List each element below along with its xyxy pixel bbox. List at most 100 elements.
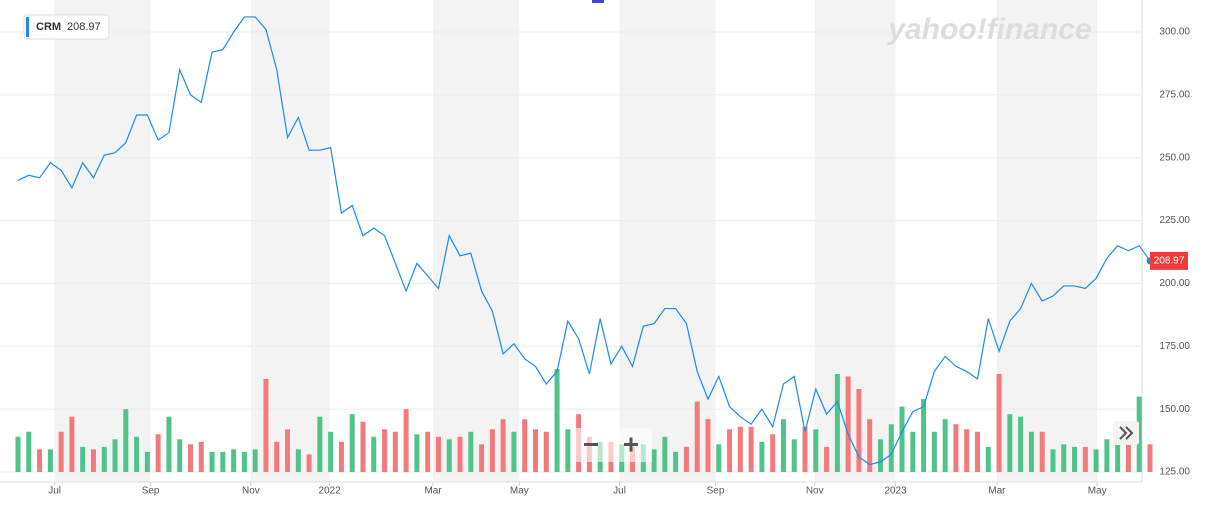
x-tick-label: 2023	[884, 486, 907, 497]
volume-bar	[69, 416, 75, 472]
y-tick-label: 150.00	[1159, 404, 1190, 415]
y-tick-label: 175.00	[1159, 341, 1190, 352]
x-tick-label: Mar	[424, 486, 442, 497]
volume-bar	[1136, 396, 1142, 472]
symbol: CRM	[36, 21, 61, 33]
x-tick-label: Sep	[707, 486, 725, 497]
volume-bar	[338, 441, 344, 472]
volume-bar	[285, 429, 291, 472]
volume-bar	[457, 436, 463, 472]
volume-bar	[382, 429, 388, 472]
volume-bar	[543, 431, 549, 472]
volume-bar	[1147, 444, 1153, 472]
volume-bar	[101, 446, 107, 472]
x-tick-label: Jul	[48, 486, 61, 497]
y-tick-label: 225.00	[1159, 215, 1190, 226]
y-tick-label: 200.00	[1159, 278, 1190, 289]
price-tag-label: 208.97	[1154, 256, 1185, 267]
volume-bar	[425, 431, 431, 472]
volume-bar	[996, 373, 1002, 472]
volume-bar	[737, 426, 743, 472]
band	[996, 0, 1098, 482]
volume-bar	[1115, 441, 1121, 472]
top-marker	[592, 0, 604, 3]
volume-bar	[716, 444, 722, 472]
volume-bar	[683, 446, 689, 472]
volume-bar	[770, 434, 776, 472]
volume-bar	[824, 446, 830, 472]
volume-bar	[813, 429, 819, 472]
volume-bar	[522, 419, 528, 472]
volume-bar	[1104, 439, 1110, 472]
volume-bar	[791, 439, 797, 472]
volume-bar	[921, 399, 927, 472]
volume-bar	[727, 429, 733, 472]
price-line	[17, 16, 1151, 466]
band	[814, 0, 896, 482]
volume-bar	[834, 373, 840, 472]
band	[250, 0, 330, 482]
volume-bar	[435, 436, 441, 472]
volume-bar	[198, 441, 204, 472]
band	[619, 0, 716, 482]
volume-bar	[360, 421, 366, 472]
y-tick-label: 125.00	[1159, 467, 1190, 478]
volume-bar	[1018, 416, 1024, 472]
price-tag	[1150, 251, 1188, 270]
volume-bar	[231, 449, 237, 472]
volume-bar	[877, 439, 883, 472]
volume-bar	[263, 378, 269, 472]
volume-bar	[910, 431, 916, 472]
volume-bar	[856, 389, 862, 472]
volume-bar	[662, 436, 668, 472]
volume-bar	[1061, 444, 1067, 472]
volume-bar	[252, 449, 258, 472]
volume-bar	[1039, 431, 1045, 472]
volume-bar	[867, 419, 873, 472]
volume-bar	[468, 431, 474, 472]
volume-bar	[295, 449, 301, 472]
volume-bar	[446, 439, 452, 472]
volume-bar	[1050, 449, 1056, 472]
x-tick-label: Sep	[142, 486, 160, 497]
volume-bar	[705, 419, 711, 472]
volume-bar	[90, 449, 96, 472]
volume-bar	[532, 429, 538, 472]
volume-bar	[899, 406, 905, 472]
volume-bar	[759, 441, 765, 472]
volume-bar	[953, 424, 959, 472]
volume-bar	[1093, 449, 1099, 472]
volume-bar	[144, 451, 150, 472]
volume-bar	[134, 436, 140, 472]
volume-bar	[58, 431, 64, 472]
y-tick-label: 250.00	[1159, 152, 1190, 163]
volume-bar	[888, 424, 894, 472]
volume-bar	[748, 426, 754, 472]
volume-bar	[26, 431, 32, 472]
volume-bar	[1007, 414, 1013, 472]
band	[433, 0, 520, 482]
volume-bar	[317, 416, 323, 472]
y-tick-label: 300.00	[1159, 27, 1190, 38]
x-tick-label: Nov	[242, 486, 260, 497]
volume-bar	[209, 451, 215, 472]
x-tick-label: May	[1088, 486, 1107, 497]
volume-bar	[155, 434, 161, 472]
volume-bar	[47, 449, 53, 472]
volume-bar	[651, 449, 657, 472]
volume-bar	[985, 446, 991, 472]
zoom-controls[interactable]	[572, 428, 652, 462]
scroll-button[interactable]	[1113, 421, 1139, 445]
volume-bar	[306, 454, 312, 472]
x-tick-label: 2022	[318, 486, 341, 497]
volume-bar	[1028, 431, 1034, 472]
volume-bar	[511, 431, 517, 472]
logo: yahoo!finance	[886, 13, 1091, 46]
volume-bar	[1125, 444, 1131, 472]
volume-bar	[392, 431, 398, 472]
volume-bar	[780, 419, 786, 472]
volume-bar	[177, 439, 183, 472]
volume-bar	[220, 451, 226, 472]
x-tick-label: Mar	[988, 486, 1006, 497]
